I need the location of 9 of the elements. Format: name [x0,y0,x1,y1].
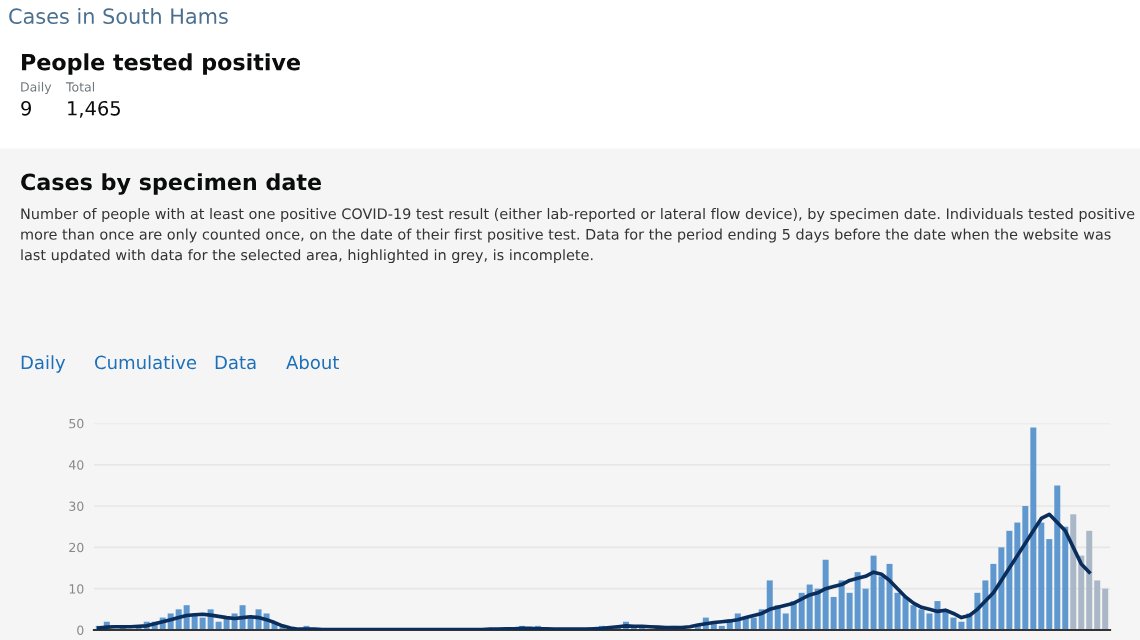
text: Cases in South Hams [9,7,228,25]
text: 9 [21,100,31,116]
text: About [286,355,339,370]
text: 1,465 [68,100,120,118]
text: Daily [21,355,66,373]
text: People tested positive [22,53,300,75]
text: Cumulative [95,355,197,370]
text: Data [215,355,256,370]
chart-title: Cases by specimen date [21,173,321,195]
